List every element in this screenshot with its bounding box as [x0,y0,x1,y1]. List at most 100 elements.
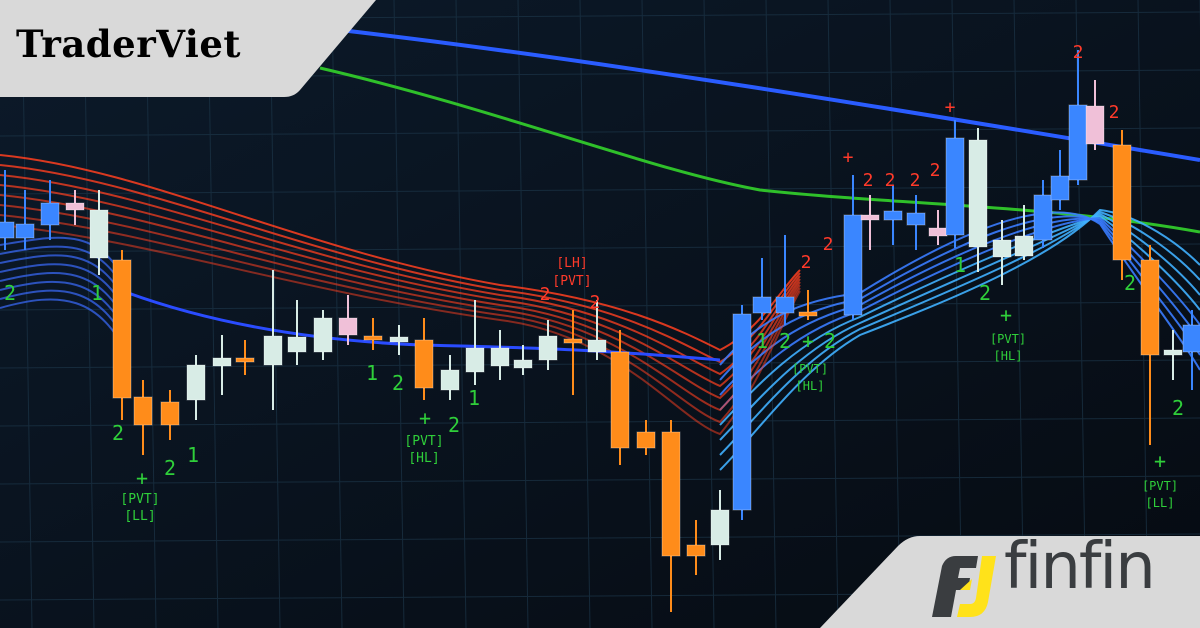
traderviet-logo: TraderViet [16,22,241,66]
candle-body [686,544,706,557]
candle-body [992,239,1012,258]
candle-body [752,296,772,314]
candle-body [133,396,153,426]
candle-body [414,339,434,389]
candle-body [440,369,460,391]
candle-body [65,202,85,211]
candle [89,190,109,275]
candle-body [0,221,15,239]
candle-body [860,214,880,221]
finfin-logo-mark [932,556,996,617]
candle-body [587,339,607,353]
grid-line [0,127,1200,137]
grid-line [0,185,1200,195]
candle [945,120,965,248]
candle-body [928,227,948,237]
candle [992,220,1012,285]
candle-body [513,359,533,369]
grid-line [765,0,777,628]
candle [1085,80,1105,150]
candle-body [1033,194,1053,241]
wave-label-2: 2 [392,371,404,395]
candle [798,290,818,320]
candle [775,235,795,325]
wave-label-2: 2 [863,170,874,191]
red-ribbon-line [0,224,801,436]
wave-label-1: 1 [468,386,480,410]
wave-label-1: 1 [954,253,966,277]
wave-label-2: 2 [824,329,836,353]
candle-body [89,209,109,259]
wave-label-2: 2 [164,456,176,480]
pivot-label: [PVT] [120,492,159,507]
grid-line [83,0,95,628]
candle-body [40,202,60,226]
wave-label-2: 2 [930,160,941,181]
candle [338,295,358,345]
candle [1140,245,1160,445]
candle [843,175,863,320]
wave-label-2: 2 [910,170,921,191]
candle [363,318,383,350]
grid-line [579,0,591,628]
wave-label-1: 1 [91,281,103,305]
grid-line [0,417,1200,427]
candle-body [1140,259,1160,356]
candle-body [843,214,863,316]
candle [212,335,232,395]
candle [752,258,772,320]
plus-marker: + [945,97,956,118]
blue-ribbon-line [719,214,1200,426]
candle [686,520,706,575]
wave-label-1: 1 [187,443,199,467]
candle [40,180,60,240]
grid-line [393,0,405,628]
candle-body [1112,144,1132,261]
wave-label-2: 2 [1109,102,1120,123]
pivot-label: [PVT] [1142,479,1178,493]
candle-body [968,139,988,248]
candle-body [538,335,558,361]
finfin-logo: finfin [1004,530,1156,604]
candle-body [661,431,681,557]
candle-body [1182,324,1200,353]
candle [15,190,35,250]
pivot-label: [PVT] [990,332,1026,346]
candle [313,310,333,360]
grid-line [1013,0,1025,628]
candle-body [1085,105,1105,145]
candle-body [235,357,255,363]
candle-body [775,296,795,314]
plus-marker: + [1000,303,1012,327]
plus-marker: + [136,466,148,490]
grid-line [331,0,343,628]
finfin-badge [820,536,1200,628]
wave-label-2: 2 [4,281,16,305]
grid-line [951,0,963,628]
blue-ribbon-line [719,212,1200,441]
candle-body [798,311,818,317]
wave-label-2: 2 [1073,42,1084,63]
candle-body [338,317,358,336]
wave-label-2: 2 [979,281,991,305]
candle-body [732,313,752,511]
wave-label-2: 2 [801,252,812,273]
candle [440,355,460,400]
plus-marker: + [802,329,814,353]
grid-line [641,0,653,628]
candle [133,380,153,455]
candle [1163,330,1183,380]
pivot-label: [PVT] [792,362,828,376]
traderviet-badge [0,0,376,97]
candle-body [610,351,630,449]
blue-ribbon-line [719,208,1200,471]
candle [513,345,533,375]
candle-body [636,431,656,449]
candle [389,325,409,355]
candle [1112,130,1132,280]
wave-label-2: 2 [540,284,551,305]
pivot-label: [HL] [408,451,439,466]
candle-body [883,210,903,221]
pivot-label: [HL] [994,349,1023,363]
